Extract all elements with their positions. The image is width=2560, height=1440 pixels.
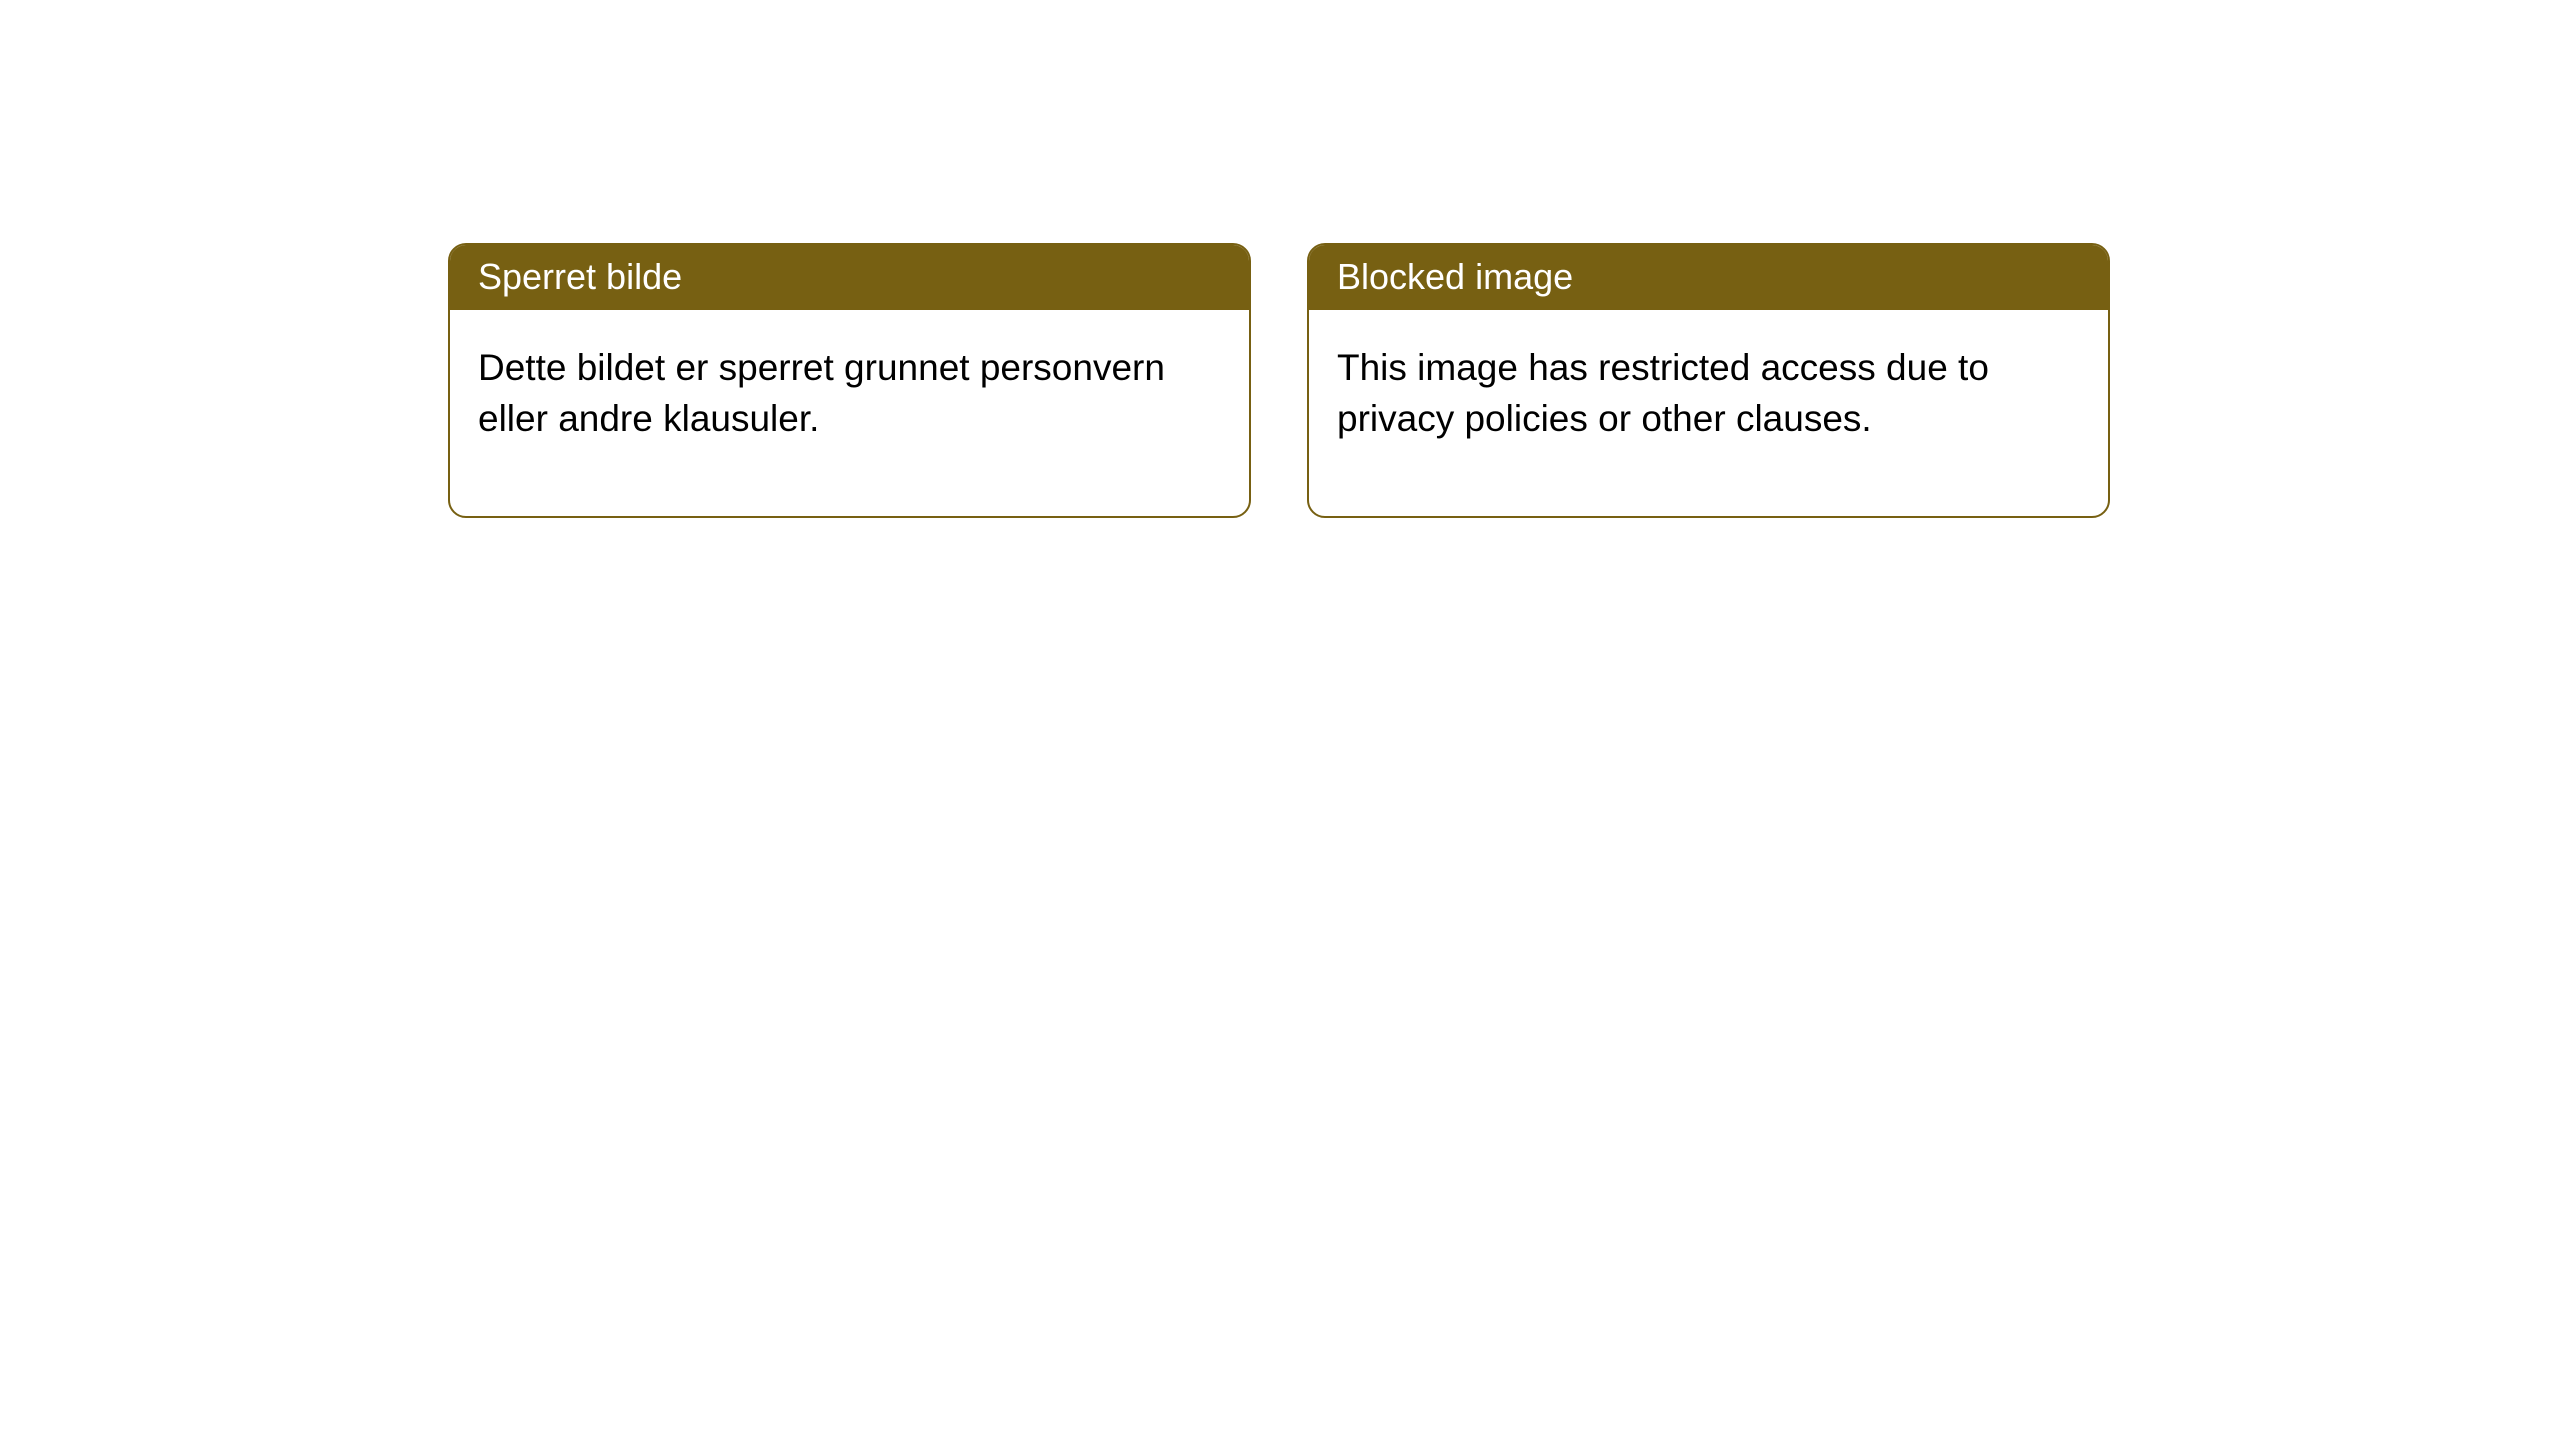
notice-body: Dette bildet er sperret grunnet personve…	[450, 310, 1249, 516]
notice-box-norwegian: Sperret bilde Dette bildet er sperret gr…	[448, 243, 1251, 518]
notice-body: This image has restricted access due to …	[1309, 310, 2108, 516]
notice-title: Sperret bilde	[450, 245, 1249, 310]
notice-container: Sperret bilde Dette bildet er sperret gr…	[0, 0, 2560, 518]
notice-title: Blocked image	[1309, 245, 2108, 310]
notice-box-english: Blocked image This image has restricted …	[1307, 243, 2110, 518]
